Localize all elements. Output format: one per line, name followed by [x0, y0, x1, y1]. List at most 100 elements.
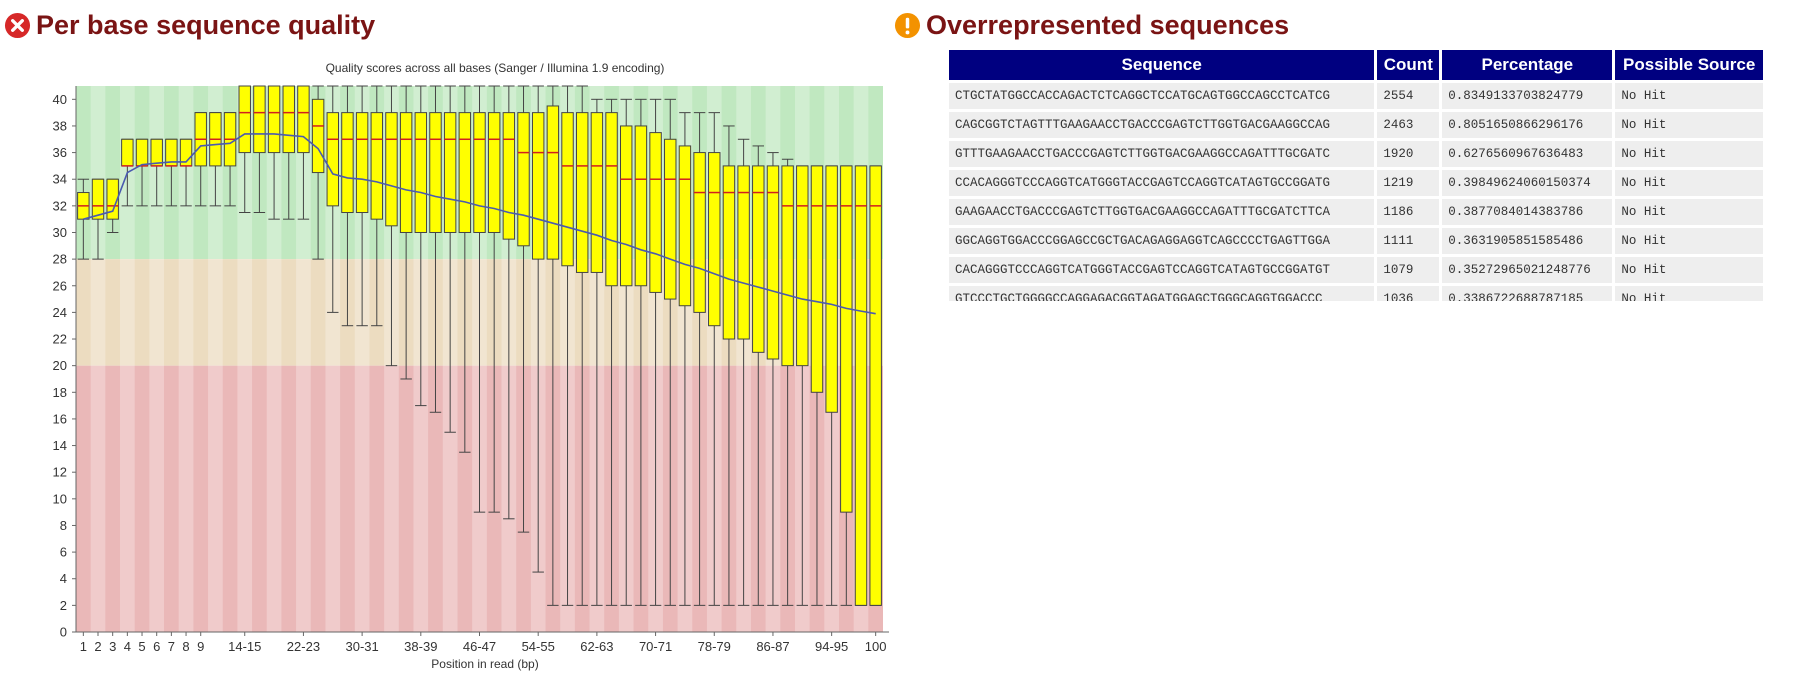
box-iqr — [869, 165, 882, 606]
box-position-42-43 — [443, 85, 457, 433]
overrep-table-container[interactable]: Sequence Count Percentage Possible Sourc… — [946, 47, 1766, 301]
box-position-96-97 — [840, 165, 853, 606]
cell-percentage: 0.3877084014383786 — [1442, 199, 1613, 225]
box-position-30-31 — [355, 85, 369, 327]
box-position-44-45 — [458, 85, 472, 453]
box-iqr — [121, 138, 134, 167]
box-position-58-59 — [561, 85, 574, 606]
cell-source: No Hit — [1615, 199, 1763, 225]
box-iqr — [766, 165, 780, 360]
warning-exclamation-icon — [894, 12, 921, 39]
cell-percentage: 0.3386722688787185 — [1442, 286, 1613, 301]
box-iqr — [385, 112, 398, 227]
table-row: CAGCGGTCTAGTTTGAAGAACCTGACCCGAGTCTTGGTGA… — [949, 112, 1763, 138]
box-position-20-21 — [282, 85, 295, 220]
table-row: GTTTGAAGAACCTGACCCGAGTCTTGGTGACGAAGGCCAG… — [949, 141, 1763, 167]
box-iqr — [634, 125, 648, 287]
box-position-34-35 — [385, 85, 398, 367]
box-position-76-77 — [693, 112, 706, 606]
y-tick-label: 24 — [53, 305, 67, 320]
cell-count: 1219 — [1377, 170, 1440, 196]
box-position-62-63 — [590, 98, 604, 606]
box-iqr — [810, 165, 824, 393]
x-tick-label: 5 — [138, 639, 145, 654]
box-iqr — [546, 105, 560, 260]
y-tick-label: 14 — [53, 438, 67, 453]
cell-percentage: 0.6276560967636483 — [1442, 141, 1613, 167]
x-tick-label: 14-15 — [228, 639, 261, 654]
box-iqr — [473, 112, 486, 233]
box-position-92-93 — [810, 165, 824, 606]
x-tick-label: 62-63 — [580, 639, 613, 654]
overrep-module-title[interactable]: Overrepresented sequences — [926, 10, 1290, 40]
header-sequence: Sequence — [949, 50, 1375, 80]
box-position-7 — [165, 138, 178, 207]
x-tick-label: 70-71 — [639, 639, 672, 654]
box-position-68-69 — [634, 98, 648, 606]
box-iqr — [253, 85, 266, 154]
overrep-module-header: Overrepresented sequences — [894, 10, 1289, 41]
y-tick-label: 34 — [53, 172, 67, 187]
y-tick-label: 0 — [60, 625, 67, 640]
box-iqr — [649, 132, 662, 293]
cell-source: No Hit — [1615, 228, 1763, 254]
cell-count: 1111 — [1377, 228, 1440, 254]
box-iqr — [414, 112, 428, 233]
cell-count: 1920 — [1377, 141, 1440, 167]
y-tick-label: 32 — [53, 198, 67, 213]
y-tick-label: 38 — [53, 118, 67, 133]
box-position-26-27 — [326, 85, 339, 313]
box-position-64-65 — [605, 98, 618, 606]
box-position-54-55 — [531, 85, 545, 573]
y-tick-label: 8 — [60, 518, 67, 533]
x-tick-label: 9 — [197, 639, 204, 654]
y-tick-label: 28 — [53, 252, 67, 267]
box-iqr — [282, 85, 295, 154]
box-position-72-73 — [664, 98, 677, 606]
box-position-12-13 — [223, 112, 237, 207]
overrep-table: Sequence Count Percentage Possible Sourc… — [946, 47, 1766, 301]
box-position-78-79 — [708, 112, 721, 606]
box-position-36-37 — [399, 85, 413, 380]
box-iqr — [443, 112, 457, 233]
column-stripe — [266, 86, 282, 632]
cell-sequence: GAAGAACCTGACCCGAGTCTTGGTGACGAAGGCCAGATTT… — [949, 199, 1375, 225]
y-tick-label: 20 — [53, 358, 67, 373]
cell-percentage: 0.35272965021248776 — [1442, 257, 1613, 283]
box-position-82-83 — [737, 138, 750, 606]
mean-line — [83, 133, 876, 315]
box-position-52-53 — [517, 85, 530, 533]
x-tick-label: 30-31 — [345, 639, 378, 654]
box-position-16-17 — [253, 85, 266, 214]
box-position-94-95 — [825, 165, 838, 606]
column-stripe — [237, 86, 253, 632]
cell-count: 2554 — [1377, 83, 1440, 109]
cell-source: No Hit — [1615, 257, 1763, 283]
box-iqr — [693, 152, 706, 313]
box-position-10-11 — [209, 112, 222, 207]
box-position-14-15 — [238, 85, 251, 214]
x-tick-label: 86-87 — [756, 639, 789, 654]
y-tick-label: 22 — [53, 332, 67, 347]
cell-sequence: CCACAGGGTCCCAGGTCATGGGTACCGAGTCCAGGTCATA… — [949, 170, 1375, 196]
box-iqr — [517, 112, 530, 247]
x-tick-label: 1 — [80, 639, 87, 654]
box-iqr — [399, 112, 413, 233]
box-position-2 — [91, 178, 105, 260]
box-position-98-99 — [854, 165, 868, 606]
box-iqr — [605, 112, 618, 287]
box-iqr — [796, 165, 809, 367]
box-iqr — [326, 112, 339, 207]
table-row: GTCCCTGCTGGGGCCAGGAGACGGTAGATGGAGCTGGGCA… — [949, 286, 1763, 301]
cell-source: No Hit — [1615, 286, 1763, 301]
x-tick-label: 2 — [94, 639, 101, 654]
box-iqr — [355, 112, 369, 214]
y-tick-label: 18 — [53, 385, 67, 400]
y-tick-label: 6 — [60, 545, 67, 560]
table-header-row: Sequence Count Percentage Possible Sourc… — [949, 50, 1763, 80]
quality-module-title[interactable]: Per base sequence quality — [36, 10, 376, 40]
column-stripe — [208, 86, 223, 632]
box-iqr — [458, 112, 472, 233]
fail-cross-icon — [4, 12, 31, 39]
x-tick-label: 8 — [182, 639, 189, 654]
